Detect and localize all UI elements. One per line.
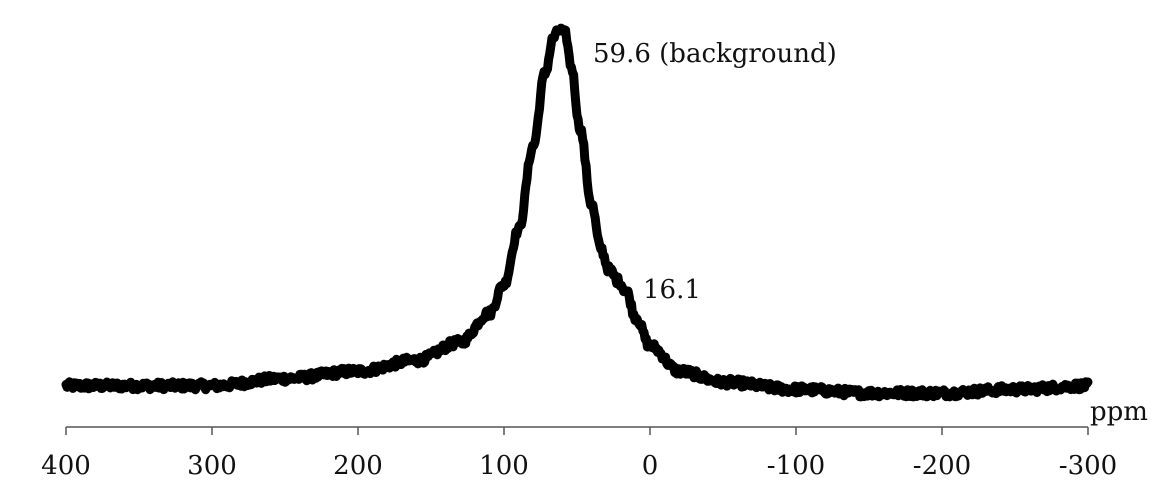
x-tick-label: -200 xyxy=(913,451,971,481)
x-tick-label: 300 xyxy=(187,451,237,481)
x-axis-tick-labels: 400 300 200 100 0 -100 -200 -300 xyxy=(41,451,1117,481)
x-tick-label: -100 xyxy=(767,451,825,481)
spectrum-line xyxy=(61,23,1093,402)
x-tick-label: 100 xyxy=(479,451,529,481)
x-tick-label: 0 xyxy=(642,451,659,481)
x-tick-label: 200 xyxy=(333,451,383,481)
x-axis-unit-label: ppm xyxy=(1090,397,1148,427)
peak-annotation-shoulder: 16.1 xyxy=(643,275,701,305)
x-tick-label: -300 xyxy=(1059,451,1117,481)
x-tick-label: 400 xyxy=(41,451,91,481)
x-axis-tick-marks xyxy=(65,427,1089,435)
peak-annotation-main: 59.6 (background) xyxy=(593,39,837,69)
